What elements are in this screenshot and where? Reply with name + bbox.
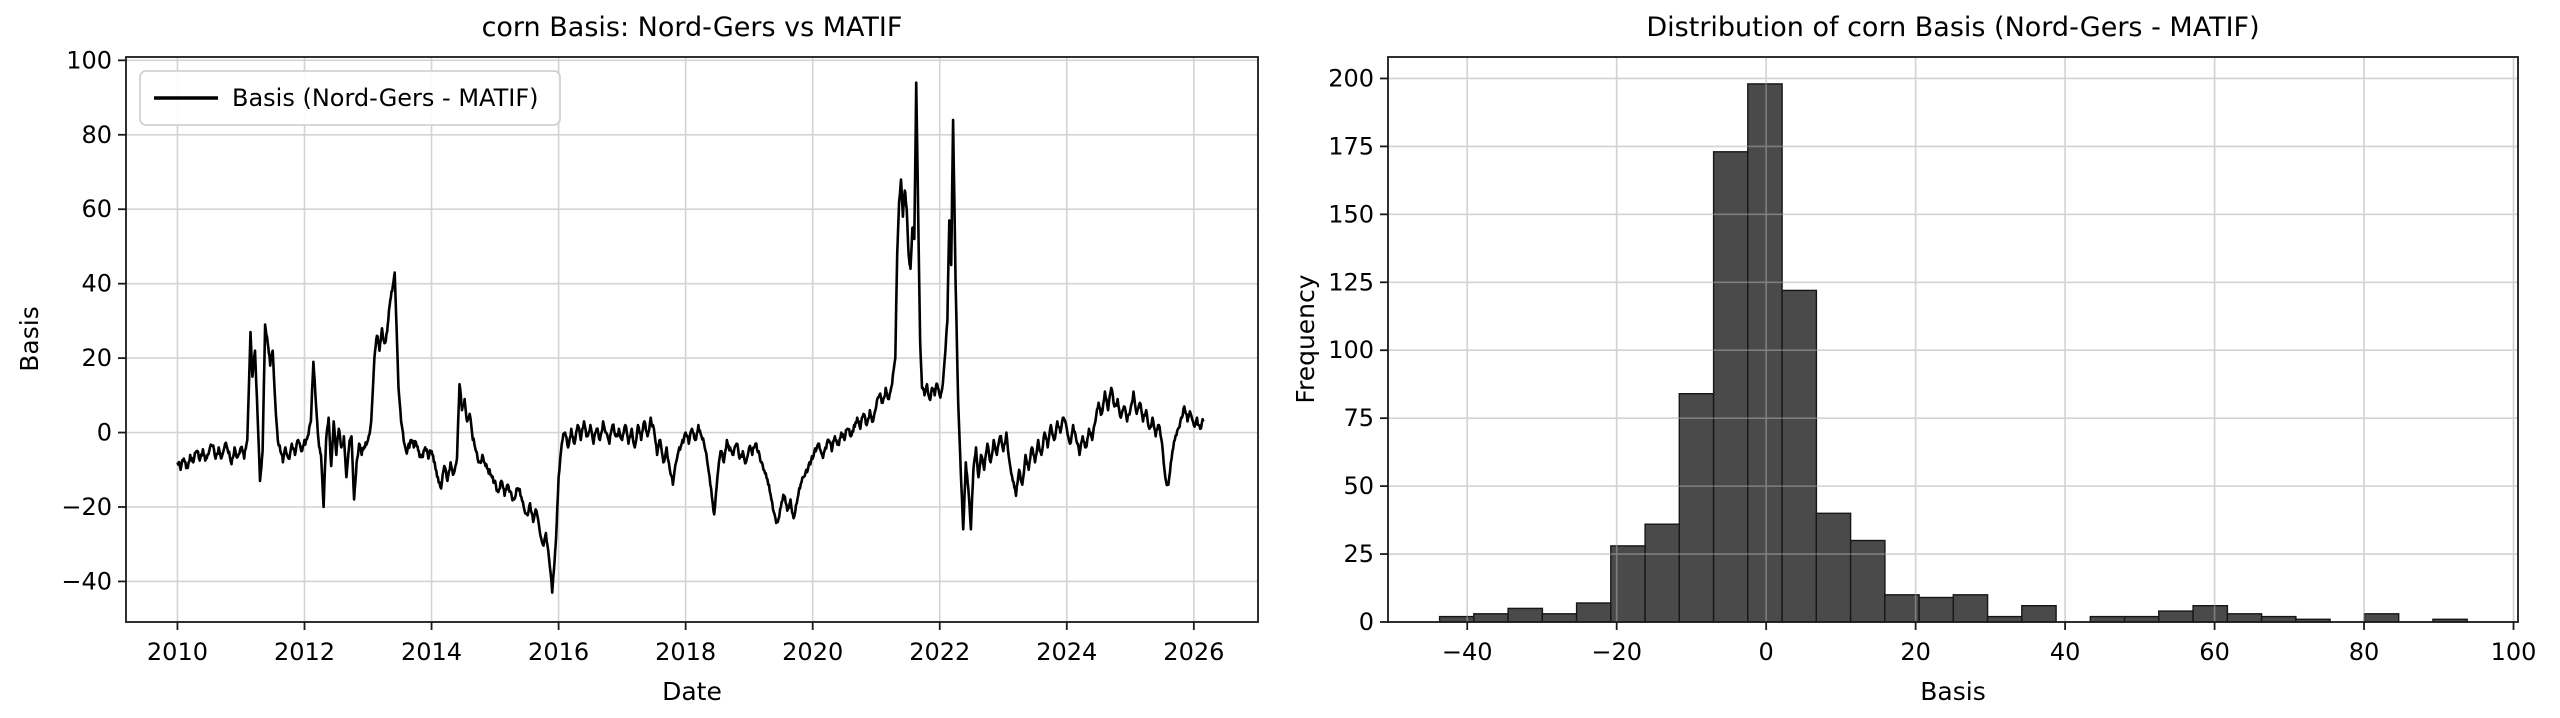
y-tick-label: 0 xyxy=(1359,608,1374,636)
y-tick-label: 0 xyxy=(97,419,112,447)
y-tick-label: 75 xyxy=(1343,404,1374,432)
histogram-bar xyxy=(2158,610,2194,623)
grid-lines xyxy=(126,57,1258,622)
x-tick-label: 20 xyxy=(1900,638,1931,666)
histogram-bar xyxy=(1815,512,1852,623)
line-chart-title: corn Basis: Nord-Gers vs MATIF xyxy=(482,12,903,43)
tick-labels: −40 −20 0 20 40 60 80 100 0 25 50 75 100 125 150 175 200 xyxy=(1328,64,2536,666)
x-tick-label: 100 xyxy=(2491,638,2537,666)
x-tick-label: 0 xyxy=(1759,638,1774,666)
histogram-bar xyxy=(1884,594,1920,623)
y-tick-label: 20 xyxy=(81,344,112,372)
y-tick-label: 80 xyxy=(81,121,112,149)
y-tick-label: 25 xyxy=(1343,540,1374,568)
x-tick-label: 2010 xyxy=(147,638,208,666)
tick-marks xyxy=(1380,77,2515,630)
histogram-bar xyxy=(2021,605,2057,623)
y-tick-label: 100 xyxy=(1328,336,1374,364)
hist-chart-xlabel: Basis xyxy=(1920,677,1985,706)
y-tick-label: 100 xyxy=(66,46,112,74)
histogram-bar xyxy=(1781,289,1818,623)
x-tick-label: −20 xyxy=(1591,638,1642,666)
x-tick-label: 2012 xyxy=(274,638,335,666)
x-tick-label: 2014 xyxy=(401,638,462,666)
y-tick-label: 60 xyxy=(81,195,112,223)
histogram-bar xyxy=(1507,607,1544,623)
x-tick-label: −40 xyxy=(1442,638,1493,666)
x-tick-label: 60 xyxy=(2199,638,2230,666)
histogram-chart: −40 −20 0 20 40 60 80 100 0 25 50 75 100 125 150 175 200 xyxy=(1328,56,2536,666)
y-tick-label: 200 xyxy=(1328,64,1374,92)
y-tick-label: 150 xyxy=(1328,200,1374,228)
legend-label: Basis (Nord-Gers - MATIF) xyxy=(232,84,539,112)
histogram-bar xyxy=(1541,613,1578,623)
histogram-bar xyxy=(2226,613,2263,623)
histogram-bar xyxy=(1712,151,1749,623)
hist-chart-ylabel: Frequency xyxy=(1291,274,1320,403)
histogram-bar xyxy=(2192,605,2229,623)
histogram-bars xyxy=(1438,83,2468,623)
histogram-bar xyxy=(1952,594,1989,623)
line-chart: 2010 2012 2014 2016 2018 2020 2022 2024 2026 −40 −… xyxy=(61,46,1259,666)
legend: Basis (Nord-Gers - MATIF) xyxy=(139,70,561,126)
y-tick-label: 175 xyxy=(1328,132,1374,160)
x-tick-label: 2024 xyxy=(1036,638,1097,666)
x-tick-label: 80 xyxy=(2349,638,2380,666)
y-tick-label: −40 xyxy=(61,567,112,595)
tick-labels: 2010 2012 2014 2016 2018 2020 2022 2024 2026 −40 −… xyxy=(61,46,1224,666)
y-tick-label: −20 xyxy=(61,493,112,521)
y-tick-label: 40 xyxy=(81,270,112,298)
x-tick-label: 40 xyxy=(2050,638,2081,666)
grid-lines-overlay xyxy=(1388,57,2518,623)
x-tick-label: 2016 xyxy=(528,638,589,666)
histogram-bar xyxy=(1575,602,1612,623)
histogram-bar xyxy=(1747,83,1783,623)
axes-spines xyxy=(1387,56,2519,623)
x-tick-label: 2020 xyxy=(782,638,843,666)
x-tick-label: 2018 xyxy=(655,638,716,666)
histogram-bar xyxy=(1918,596,1955,623)
grid-lines xyxy=(1388,57,2518,623)
basis-line-series xyxy=(176,81,1205,594)
histogram-bar xyxy=(2363,613,2400,623)
histogram-bar xyxy=(1644,523,1681,623)
x-tick-label: 2026 xyxy=(1163,638,1224,666)
histogram-bar xyxy=(1473,613,1509,623)
legend-box xyxy=(139,70,561,126)
line-chart-xlabel: Date xyxy=(662,677,722,706)
hist-chart-title: Distribution of corn Basis (Nord-Gers - … xyxy=(1646,12,2259,43)
histogram-bar xyxy=(1849,539,1886,623)
y-tick-label: 50 xyxy=(1343,472,1374,500)
y-tick-label: 125 xyxy=(1328,268,1374,296)
line-chart-ylabel: Basis xyxy=(15,306,44,371)
tick-marks xyxy=(118,59,1195,630)
histogram-bar xyxy=(1678,393,1715,623)
x-tick-label: 2022 xyxy=(909,638,970,666)
axes-spines xyxy=(125,56,1259,623)
